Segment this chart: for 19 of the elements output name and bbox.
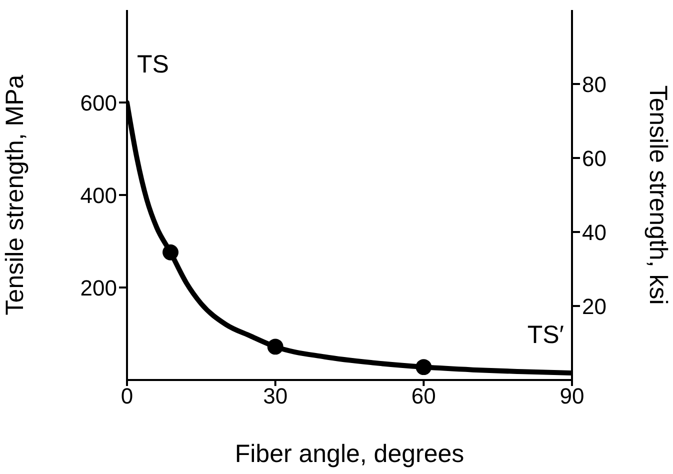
y-axis-title: Tensile strength, MPa [0,74,29,316]
x-tick-label: 0 [120,384,134,409]
y2-axis-title: Tensile strength, ksi [644,85,672,305]
point [162,244,178,260]
x-tick-label: 90 [560,384,584,409]
x-axis-title: Fiber angle, degrees [234,440,464,468]
annotation: TS [137,50,169,78]
point [267,338,284,355]
y2-tick-label: 20 [582,294,606,319]
y2-tick-label: 40 [582,220,606,245]
x-tick-label: 30 [263,384,288,409]
y-tick-label: 400 [80,182,117,208]
y2-tick-label: 60 [582,146,606,171]
annotation: TS′ [527,321,564,350]
y-tick-label: 600 [80,90,117,116]
point [416,359,432,376]
y2-tick-label: 80 [582,72,606,97]
y-tick-label: 200 [80,275,117,300]
x-tick-label: 60 [411,384,436,409]
